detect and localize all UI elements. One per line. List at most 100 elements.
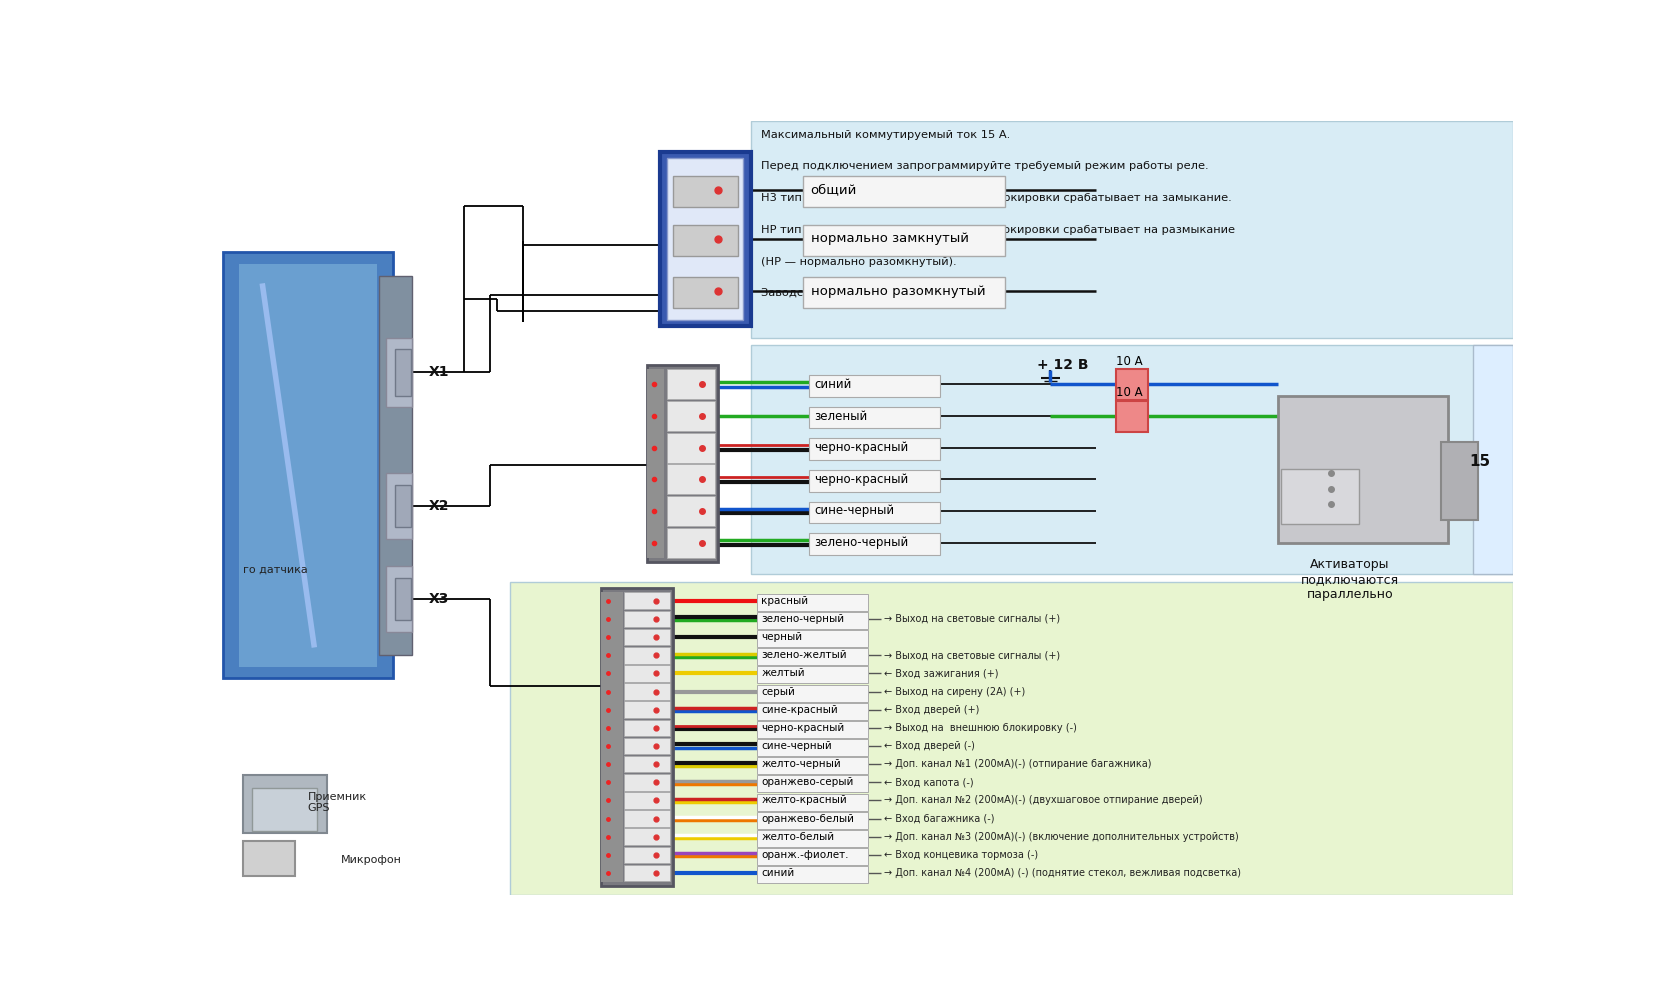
FancyBboxPatch shape: [239, 264, 376, 667]
FancyBboxPatch shape: [623, 701, 669, 718]
Text: → Доп. канал №1 (200мА)(-) (отпирание багажника): → Доп. канал №1 (200мА)(-) (отпирание ба…: [884, 760, 1151, 770]
Text: Приемник
GPS: Приемник GPS: [307, 792, 366, 813]
FancyBboxPatch shape: [810, 375, 939, 396]
Text: красный: красный: [761, 596, 808, 606]
FancyBboxPatch shape: [386, 566, 412, 632]
FancyBboxPatch shape: [623, 829, 669, 845]
FancyBboxPatch shape: [623, 756, 669, 773]
Text: черно-красный: черно-красный: [815, 442, 909, 454]
Text: оранжево-серый: оранжево-серый: [761, 778, 853, 788]
FancyBboxPatch shape: [223, 253, 391, 678]
Text: ← Вход зажигания (+): ← Вход зажигания (+): [884, 668, 998, 678]
Text: сине-черный: сине-черный: [815, 504, 894, 517]
FancyBboxPatch shape: [672, 176, 738, 207]
Text: → Доп. канал №4 (200мА) (-) (поднятие стекол, вежливая подсветка): → Доп. канал №4 (200мА) (-) (поднятие ст…: [884, 868, 1240, 878]
FancyBboxPatch shape: [1277, 395, 1446, 543]
Text: сине-красный: сине-красный: [761, 704, 837, 714]
Text: → Доп. канал №3 (200мА)(-) (включение дополнительных устройств): → Доп. канал №3 (200мА)(-) (включение до…: [884, 832, 1238, 842]
FancyBboxPatch shape: [659, 152, 751, 326]
FancyBboxPatch shape: [623, 847, 669, 863]
FancyBboxPatch shape: [756, 866, 867, 883]
Text: ← Вход дверей (-): ← Вход дверей (-): [884, 741, 974, 751]
Text: ← Вход концевика тормоза (-): ← Вход концевика тормоза (-): [884, 850, 1037, 860]
FancyBboxPatch shape: [667, 158, 743, 320]
Text: оранжево-белый: оранжево-белый: [761, 814, 853, 824]
FancyBboxPatch shape: [810, 406, 939, 429]
FancyBboxPatch shape: [647, 368, 664, 558]
Text: желтый: желтый: [761, 668, 805, 678]
Text: оранж.-фиолет.: оранж.-фиолет.: [761, 850, 848, 860]
FancyBboxPatch shape: [623, 593, 669, 609]
Text: X1: X1: [428, 365, 449, 379]
Text: Перед подключением запрограммируйте требуемый режим работы реле.: Перед подключением запрограммируйте треб…: [761, 161, 1208, 171]
FancyBboxPatch shape: [395, 485, 410, 527]
Text: 15: 15: [1468, 454, 1490, 469]
FancyBboxPatch shape: [386, 473, 412, 539]
FancyBboxPatch shape: [618, 592, 623, 882]
FancyBboxPatch shape: [756, 684, 867, 701]
Text: серый: серый: [761, 686, 795, 696]
FancyBboxPatch shape: [623, 865, 669, 881]
Text: общий: общий: [810, 183, 857, 196]
FancyBboxPatch shape: [647, 365, 717, 562]
FancyBboxPatch shape: [810, 470, 939, 492]
FancyBboxPatch shape: [756, 794, 867, 811]
Text: зелено-черный: зелено-черный: [815, 536, 909, 549]
FancyBboxPatch shape: [623, 647, 669, 664]
Text: нормально разомкнутый: нормально разомкнутый: [810, 285, 984, 298]
Text: Заводская установка — Н3 блокировка.: Заводская установка — Н3 блокировка.: [761, 289, 1000, 299]
FancyBboxPatch shape: [600, 588, 672, 886]
FancyBboxPatch shape: [756, 830, 867, 847]
FancyBboxPatch shape: [810, 439, 939, 460]
FancyBboxPatch shape: [395, 577, 410, 621]
FancyBboxPatch shape: [756, 776, 867, 793]
FancyBboxPatch shape: [1116, 400, 1147, 432]
FancyBboxPatch shape: [623, 611, 669, 627]
FancyBboxPatch shape: [751, 345, 1512, 573]
Text: зелено-черный: зелено-черный: [761, 614, 843, 624]
FancyBboxPatch shape: [756, 648, 867, 665]
FancyBboxPatch shape: [623, 665, 669, 682]
FancyBboxPatch shape: [1440, 443, 1477, 520]
FancyBboxPatch shape: [667, 433, 716, 463]
FancyBboxPatch shape: [623, 683, 669, 700]
Text: X2: X2: [428, 499, 449, 513]
FancyBboxPatch shape: [803, 278, 1005, 308]
Text: → Выход на  внешнюю блокировку (-): → Выход на внешнюю блокировку (-): [884, 723, 1075, 732]
Text: сине-черный: сине-черный: [761, 741, 832, 751]
FancyBboxPatch shape: [623, 737, 669, 754]
Text: НР тип блокировки: встроенное реле блокировки срабатывает на размыкание: НР тип блокировки: встроенное реле блоки…: [761, 225, 1235, 235]
FancyBboxPatch shape: [810, 533, 939, 555]
Text: ← Вход капота (-): ← Вход капота (-): [884, 778, 973, 788]
Text: черно-красный: черно-красный: [815, 473, 909, 486]
FancyBboxPatch shape: [667, 464, 716, 494]
FancyBboxPatch shape: [672, 225, 738, 256]
FancyBboxPatch shape: [756, 612, 867, 629]
FancyBboxPatch shape: [756, 594, 867, 611]
FancyBboxPatch shape: [667, 527, 716, 557]
FancyBboxPatch shape: [600, 592, 618, 882]
FancyBboxPatch shape: [756, 812, 867, 829]
FancyBboxPatch shape: [751, 121, 1512, 338]
FancyBboxPatch shape: [756, 666, 867, 683]
Text: Н3 тип блокировки: встроенное реле блокировки срабатывает на замыкание.: Н3 тип блокировки: встроенное реле блоки…: [761, 193, 1231, 203]
FancyBboxPatch shape: [1280, 469, 1359, 523]
FancyBboxPatch shape: [1116, 369, 1147, 400]
Text: → Доп. канал №2 (200мА)(-) (двухшаговое отпирание дверей): → Доп. канал №2 (200мА)(-) (двухшаговое …: [884, 796, 1201, 806]
Text: X3: X3: [428, 593, 449, 606]
Text: (НР — нормально разомкнутый).: (НР — нормально разомкнутый).: [761, 257, 956, 267]
Text: го датчика: го датчика: [242, 565, 307, 575]
FancyBboxPatch shape: [252, 789, 318, 831]
FancyBboxPatch shape: [623, 792, 669, 809]
FancyBboxPatch shape: [667, 401, 716, 432]
Text: зелено-желтый: зелено-желтый: [761, 650, 847, 660]
Text: зеленый: зеленый: [815, 409, 867, 423]
Text: желто-черный: желто-черный: [761, 760, 840, 770]
Text: желто-красный: желто-красный: [761, 796, 847, 806]
Text: + 12 В: + 12 В: [1037, 358, 1089, 372]
Text: → Выход на световые сигналы (+): → Выход на световые сигналы (+): [884, 650, 1058, 660]
FancyBboxPatch shape: [623, 629, 669, 646]
FancyBboxPatch shape: [756, 848, 867, 865]
FancyBboxPatch shape: [623, 810, 669, 827]
FancyBboxPatch shape: [803, 225, 1005, 256]
